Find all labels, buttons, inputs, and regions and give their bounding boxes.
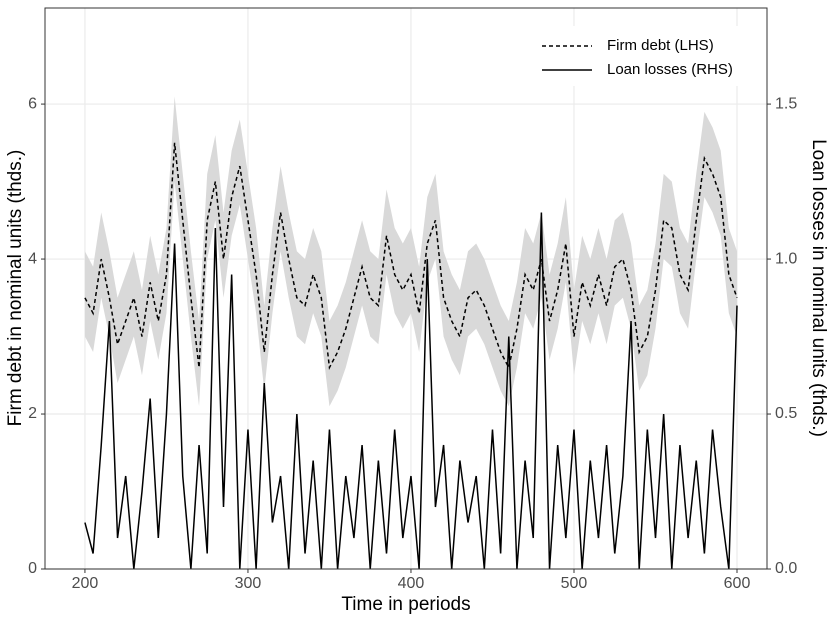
y-tick-label: 4 xyxy=(28,250,37,267)
legend-box xyxy=(530,26,755,86)
y-axis-title: Firm debt in nominal units (thds.) xyxy=(5,150,26,427)
series-line xyxy=(84,142,738,371)
x-tick-label: 600 xyxy=(724,575,751,592)
y2-tick-label: 1.5 xyxy=(775,95,797,112)
y-tick-label: 0 xyxy=(28,560,37,577)
x-tick-label: 300 xyxy=(235,575,262,592)
y2-tick-label: 1.0 xyxy=(775,250,797,267)
y-tick-label: 6 xyxy=(28,95,37,112)
ticks: 200 300 400 500 600 0 2 4 6 0.0 0.5 1.0 1.5 xyxy=(28,95,797,592)
x-axis-title: Time in periods xyxy=(341,594,470,615)
series-line xyxy=(84,212,738,570)
marks xyxy=(84,96,738,570)
plot-border xyxy=(44,7,768,570)
y2-tick-label: 0.0 xyxy=(775,560,797,577)
y-tick-label: 2 xyxy=(28,405,37,422)
confidence-band xyxy=(84,96,737,407)
legend-label: Loan losses (RHS) xyxy=(607,61,733,78)
y2-tick-label: 0.5 xyxy=(775,405,797,422)
y2-axis-title: Loan losses in nominal units (thds.) xyxy=(808,139,829,437)
x-tick-label: 200 xyxy=(72,575,99,592)
x-tick-label: 400 xyxy=(398,575,425,592)
x-tick-label: 500 xyxy=(561,575,588,592)
legend-label: Firm debt (LHS) xyxy=(607,37,714,54)
legend: Firm debt (LHS) Loan losses (RHS) xyxy=(530,26,755,86)
